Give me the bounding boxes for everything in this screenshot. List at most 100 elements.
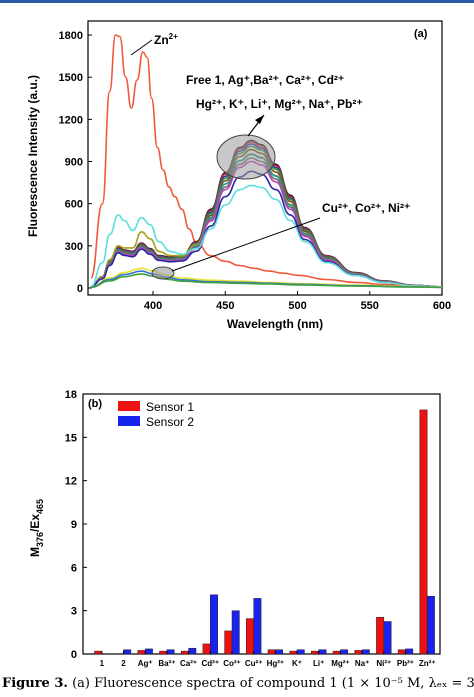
bar-2-3: [166, 649, 175, 655]
bar-1-2: [137, 650, 146, 655]
bar-category-label: 1: [100, 659, 105, 668]
bar-1-5: [202, 643, 211, 655]
bar-1-13: [376, 616, 385, 655]
bar-1-11: [332, 650, 341, 655]
spectra-x-tick-label: 400: [144, 300, 162, 312]
spectra-x-tick-label: 600: [433, 300, 451, 312]
legend-label-sensor-1: Sensor 1: [146, 400, 194, 414]
bar-category-label: Zn²⁺: [419, 659, 436, 668]
bar-y-tick-label: 0: [71, 649, 77, 661]
bar-2-2: [144, 648, 153, 655]
bar-y-tick-label: 12: [65, 476, 77, 488]
bar-y-tick-label: 15: [65, 432, 77, 444]
bar-2-10: [318, 649, 327, 655]
bar-1-3: [159, 650, 168, 655]
bar-category-label: Cd²⁺: [202, 659, 220, 668]
quenched-highlight-ellipse: [151, 266, 175, 280]
bar-1-8: [267, 649, 276, 655]
bar-1-4: [180, 650, 189, 655]
bar-category-label: Ca²⁺: [180, 659, 197, 668]
bar-1-6: [224, 630, 233, 655]
bar-category-label: Na⁺: [355, 659, 369, 668]
legend-label-sensor-2: Sensor 2: [146, 415, 194, 429]
bar-category-label: Li⁺: [313, 659, 324, 668]
bar-y-tick-label: 6: [71, 562, 77, 574]
cu-annotation: Cu²⁺, Co²⁺, Ni²⁺: [322, 201, 410, 215]
bar-category-label: Hg²⁺: [267, 659, 285, 668]
bar-2-8: [275, 649, 283, 655]
panel-b-label: (b): [88, 398, 102, 410]
bar-2-14: [405, 648, 414, 655]
bar-y-tick-label: 18: [65, 389, 77, 401]
spectra-x-tick-label: 500: [288, 300, 306, 312]
bar-category-label: Ag⁺: [138, 659, 153, 668]
bar-category-label: Mg²⁺: [331, 659, 349, 668]
bar-1-14: [397, 649, 406, 655]
bar-2-12: [361, 649, 370, 655]
bar-1-9: [289, 650, 298, 655]
bar-y-label: M376/Ex465: [28, 499, 45, 557]
bar-2-5: [210, 594, 218, 655]
bar-1-0: [94, 650, 103, 655]
spectra-y-tick-label: 0: [77, 283, 83, 295]
free-annotation: Free 1, Ag⁺,Ba²⁺, Ca²⁺, Cd²⁺: [186, 73, 344, 87]
spectra-y-tick-label: 900: [65, 157, 83, 169]
bar-1-15: [419, 409, 428, 655]
bar-category-label: Co²⁺: [223, 659, 241, 668]
panel-a-label: (a): [414, 28, 428, 40]
bar-category-label: K⁺: [292, 659, 302, 668]
bar-category-label: Pb²⁺: [397, 659, 414, 668]
spectra-x-tick-label: 450: [216, 300, 234, 312]
bar-2-7: [253, 598, 262, 655]
spectrum-line-8: [90, 153, 443, 288]
peak-highlight-ellipse: [216, 134, 276, 180]
bar-legend: Sensor 1 Sensor 2: [118, 400, 194, 429]
zn-arrow: [130, 39, 153, 56]
bar-2-9: [296, 649, 305, 655]
spectra-y-tick-label: 1800: [59, 30, 83, 42]
figure-caption: Figure 3. (a) Fluorescence spectra of co…: [2, 676, 474, 691]
spectrum-line-12: [90, 184, 443, 288]
bar-2-1: [123, 649, 132, 655]
legend-swatch-sensor-1: [118, 401, 140, 411]
spectra-y-tick-label: 300: [65, 241, 83, 253]
bar-y-tick-label: 3: [71, 606, 77, 618]
spectrum-line-7: [90, 152, 443, 288]
cu-arrow: [171, 217, 321, 272]
spectra-y-tick-label: 600: [65, 199, 83, 211]
caption-text: (a) Fluorescence spectra of compound 1 (…: [67, 676, 474, 691]
free-arrowhead: [255, 115, 264, 124]
bar-plot-frame: [82, 393, 441, 655]
bar-category-label: Ba²⁺: [158, 659, 175, 668]
bar-category-label: Ni²⁺: [376, 659, 391, 668]
bar-2-15: [426, 595, 435, 655]
bar-2-6: [231, 610, 240, 655]
spectrum-line-1: [90, 34, 443, 288]
spectrum-line-10: [90, 160, 443, 288]
spectra-y-label: Fluorescence Intensity (a.u.): [26, 75, 40, 237]
caption-label: Figure 3.: [2, 676, 68, 691]
bar-category-label: Cu²⁺: [245, 659, 263, 668]
legend-swatch-sensor-2: [118, 416, 140, 426]
spectra-y-tick-label: 1500: [59, 72, 83, 84]
spectra-panel: 400 450 500 550 600 0 300 600 900 1200 1500 1800 Zn…: [26, 20, 451, 331]
spectra-plot-frame: [87, 20, 443, 296]
hg-annotation: Hg²⁺, K⁺, Li⁺, Mg²⁺, Na⁺, Pb²⁺: [196, 97, 363, 111]
bar-2-13: [383, 621, 392, 655]
spectra-y-tick-label: 1200: [59, 114, 83, 126]
bar-2-4: [188, 647, 197, 655]
bar-2-11: [340, 649, 349, 655]
spectra-x-label: Wavelength (nm): [227, 317, 323, 331]
bar-1-10: [311, 650, 319, 655]
bar-category-label: 2: [121, 659, 126, 668]
spectrum-line-11: [90, 170, 443, 288]
zn-annotation: Zn2+: [154, 32, 178, 47]
spectrum-line-15: [90, 273, 443, 289]
spectra-x-tick-label: 550: [361, 300, 379, 312]
top-rule: [0, 0, 474, 3]
bar-1-12: [354, 650, 363, 655]
bar-1-7: [246, 618, 254, 655]
bar-y-tick-label: 9: [71, 519, 77, 531]
